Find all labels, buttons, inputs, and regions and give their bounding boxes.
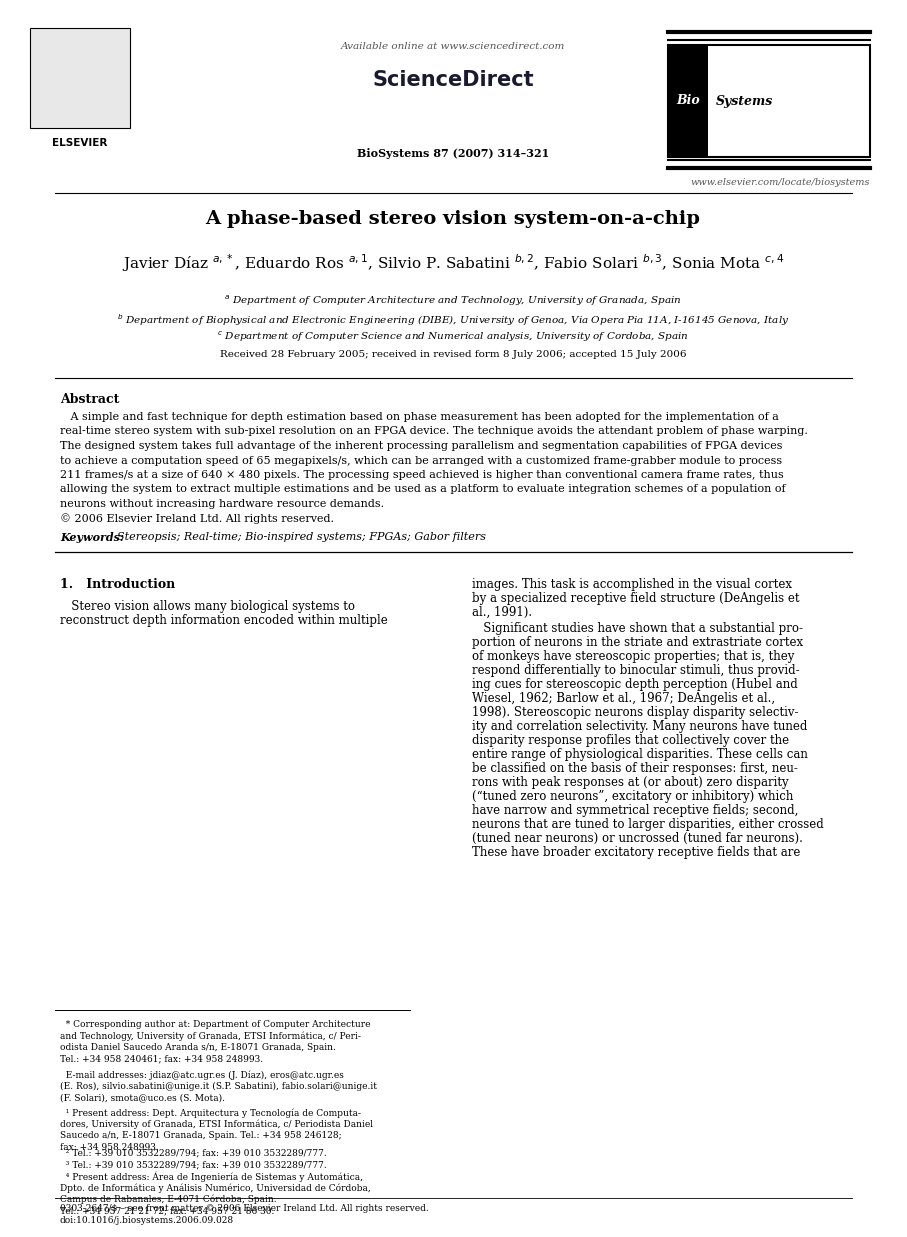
Text: The designed system takes full advantage of the inherent processing parallelism : The designed system takes full advantage… [60, 442, 783, 452]
Text: rons with peak responses at (or about) zero disparity: rons with peak responses at (or about) z… [472, 776, 788, 789]
Text: images. This task is accomplished in the visual cortex: images. This task is accomplished in the… [472, 578, 792, 591]
Text: Tel.: +34 957 21 21 72; fax: +34 957 21 86 30.: Tel.: +34 957 21 21 72; fax: +34 957 21 … [60, 1206, 275, 1216]
Text: to achieve a computation speed of 65 megapixels/s, which can be arranged with a : to achieve a computation speed of 65 meg… [60, 455, 782, 465]
Text: www.elsevier.com/locate/biosystems: www.elsevier.com/locate/biosystems [690, 178, 870, 187]
Text: ScienceDirect: ScienceDirect [372, 71, 534, 90]
Text: BioSystems 87 (2007) 314–321: BioSystems 87 (2007) 314–321 [356, 148, 549, 160]
Text: ² Tel.: +39 010 3532289/794; fax: +39 010 3532289/777.: ² Tel.: +39 010 3532289/794; fax: +39 01… [60, 1148, 327, 1157]
Text: A simple and fast technique for depth estimation based on phase measurement has : A simple and fast technique for depth es… [60, 412, 779, 422]
Text: Available online at www.sciencedirect.com: Available online at www.sciencedirect.co… [341, 42, 565, 51]
Text: dores, University of Granada, ETSI Informática, c/ Periodista Daniel: dores, University of Granada, ETSI Infor… [60, 1119, 373, 1129]
Text: Stereopsis; Real-time; Bio-inspired systems; FPGAs; Gabor filters: Stereopsis; Real-time; Bio-inspired syst… [110, 532, 486, 542]
Text: neurons that are tuned to larger disparities, either crossed: neurons that are tuned to larger dispari… [472, 818, 824, 831]
Text: These have broader excitatory receptive fields that are: These have broader excitatory receptive … [472, 846, 800, 858]
Text: allowing the system to extract multiple estimations and be used as a platform to: allowing the system to extract multiple … [60, 485, 785, 495]
Text: respond differentially to binocular stimuli, thus provid-: respond differentially to binocular stim… [472, 664, 800, 677]
Text: Keywords:: Keywords: [60, 532, 124, 543]
Text: (“tuned zero neurons”, excitatory or inhibitory) which: (“tuned zero neurons”, excitatory or inh… [472, 790, 794, 803]
Text: A phase-based stereo vision system-on-a-chip: A phase-based stereo vision system-on-a-… [206, 210, 700, 228]
Text: $^b$ Department of Biophysical and Electronic Engineering (DIBE), University of : $^b$ Department of Biophysical and Elect… [117, 312, 789, 328]
Text: of monkeys have stereoscopic properties; that is, they: of monkeys have stereoscopic properties;… [472, 649, 795, 663]
Text: 1998). Stereoscopic neurons display disparity selectiv-: 1998). Stereoscopic neurons display disp… [472, 706, 798, 719]
Text: Wiesel, 1962; Barlow et al., 1967; DeAngelis et al.,: Wiesel, 1962; Barlow et al., 1967; DeAng… [472, 691, 775, 705]
Text: 211 frames/s at a size of 640 × 480 pixels. The processing speed achieved is hig: 211 frames/s at a size of 640 × 480 pixe… [60, 470, 784, 480]
Text: Tel.: +34 958 240461; fax: +34 958 248993.: Tel.: +34 958 240461; fax: +34 958 24899… [60, 1054, 263, 1064]
Text: fax: +34 958 248993.: fax: +34 958 248993. [60, 1143, 159, 1152]
Text: Saucedo a/n, E-18071 Granada, Spain. Tel.: +34 958 246128;: Saucedo a/n, E-18071 Granada, Spain. Tel… [60, 1131, 342, 1141]
Text: Bio: Bio [676, 94, 700, 108]
Text: ing cues for stereoscopic depth perception (Hubel and: ing cues for stereoscopic depth percepti… [472, 678, 798, 691]
Text: ELSEVIER: ELSEVIER [53, 139, 108, 148]
Text: ity and correlation selectivity. Many neurons have tuned: ity and correlation selectivity. Many ne… [472, 720, 807, 734]
Text: odista Daniel Saucedo Aranda s/n, E-18071 Granada, Spain.: odista Daniel Saucedo Aranda s/n, E-1807… [60, 1043, 336, 1051]
Text: (E. Ros), silvio.sabatini@unige.it (S.P. Sabatini), fabio.solari@unige.it: (E. Ros), silvio.sabatini@unige.it (S.P.… [60, 1081, 377, 1091]
Text: entire range of physiological disparities. These cells can: entire range of physiological disparitie… [472, 748, 808, 761]
Text: Dpto. de Informática y Análisis Numérico, Universidad de Córdoba,: Dpto. de Informática y Análisis Numérico… [60, 1184, 371, 1192]
Text: and Technology, University of Granada, ETSI Informática, c/ Peri-: and Technology, University of Granada, E… [60, 1032, 361, 1042]
Text: reconstruct depth information encoded within multiple: reconstruct depth information encoded wi… [60, 614, 388, 627]
Text: ¹ Present address: Dept. Arquitectura y Tecnología de Computa-: ¹ Present address: Dept. Arquitectura y … [60, 1108, 361, 1117]
FancyBboxPatch shape [30, 28, 130, 127]
Text: doi:10.1016/j.biosystems.2006.09.028: doi:10.1016/j.biosystems.2006.09.028 [60, 1216, 234, 1225]
Text: ³ Tel.: +39 010 3532289/794; fax: +39 010 3532289/777.: ³ Tel.: +39 010 3532289/794; fax: +39 01… [60, 1160, 327, 1169]
Text: E-mail addresses: jdiaz@atc.ugr.es (J. Díaz), eros@atc.ugr.es: E-mail addresses: jdiaz@atc.ugr.es (J. D… [60, 1070, 344, 1080]
Text: Systems: Systems [716, 94, 774, 108]
Text: portion of neurons in the striate and extrastriate cortex: portion of neurons in the striate and ex… [472, 636, 803, 649]
Text: be classified on the basis of their responses: first, neu-: be classified on the basis of their resp… [472, 762, 798, 776]
Text: 1.   Introduction: 1. Introduction [60, 578, 175, 591]
FancyBboxPatch shape [668, 45, 870, 157]
Text: real-time stereo system with sub-pixel resolution on an FPGA device. The techniq: real-time stereo system with sub-pixel r… [60, 427, 808, 437]
Text: © 2006 Elsevier Ireland Ltd. All rights reserved.: © 2006 Elsevier Ireland Ltd. All rights … [60, 513, 334, 524]
Text: disparity response profiles that collectively cover the: disparity response profiles that collect… [472, 734, 789, 747]
Text: $^c$ Department of Computer Science and Numerical analysis, University of Cordob: $^c$ Department of Computer Science and … [217, 330, 689, 344]
Bar [668, 45, 708, 157]
Text: (tuned near neurons) or uncrossed (tuned far neurons).: (tuned near neurons) or uncrossed (tuned… [472, 833, 803, 845]
Text: have narrow and symmetrical receptive fields; second,: have narrow and symmetrical receptive fi… [472, 804, 798, 816]
Text: ⁴ Present address: Área de Ingeniería de Sistemas y Automática,: ⁴ Present address: Área de Ingeniería de… [60, 1171, 363, 1183]
Text: Abstract: Abstract [60, 393, 120, 406]
Text: Received 28 February 2005; received in revised form 8 July 2006; accepted 15 Jul: Received 28 February 2005; received in r… [219, 350, 687, 359]
Text: Javier Díaz $^{a,*}$, Eduardo Ros $^{a,1}$, Silvio P. Sabatini $^{b,2}$, Fabio S: Javier Díaz $^{a,*}$, Eduardo Ros $^{a,1… [122, 252, 785, 273]
Text: neurons without increasing hardware resource demands.: neurons without increasing hardware reso… [60, 499, 385, 508]
Text: Campus de Rabanales, E-4071 Córdoba, Spain.: Campus de Rabanales, E-4071 Córdoba, Spa… [60, 1195, 277, 1205]
Text: 0303-2647/$ – see front matter © 2006 Elsevier Ireland Ltd. All rights reserved.: 0303-2647/$ – see front matter © 2006 El… [60, 1204, 429, 1213]
Text: by a specialized receptive field structure (DeAngelis et: by a specialized receptive field structu… [472, 593, 799, 605]
Text: Significant studies have shown that a substantial pro-: Significant studies have shown that a su… [472, 622, 803, 635]
Text: * Corresponding author at: Department of Computer Architecture: * Corresponding author at: Department of… [60, 1021, 370, 1029]
Text: al., 1991).: al., 1991). [472, 606, 532, 618]
Text: $^a$ Department of Computer Architecture and Technology, University of Granada, : $^a$ Department of Computer Architecture… [224, 294, 682, 308]
Text: Stereo vision allows many biological systems to: Stereo vision allows many biological sys… [60, 600, 355, 614]
Text: (F. Solari), smota@uco.es (S. Mota).: (F. Solari), smota@uco.es (S. Mota). [60, 1094, 225, 1102]
